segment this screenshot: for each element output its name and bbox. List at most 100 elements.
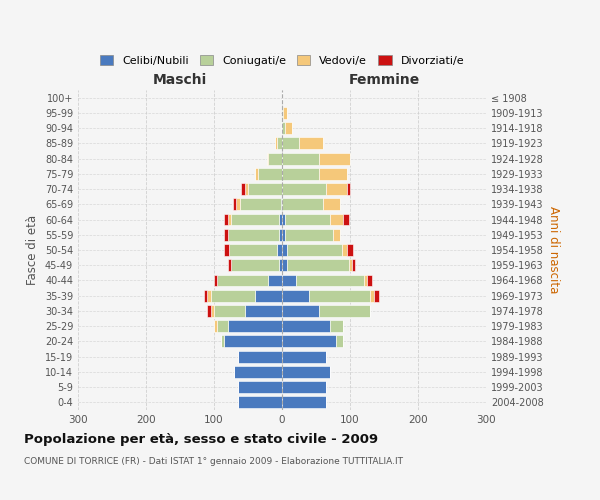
Bar [286, 122, 292, 134]
Bar [323, 198, 340, 210]
Bar [255, 168, 258, 180]
Bar [282, 183, 326, 195]
Bar [282, 336, 337, 347]
Bar [347, 183, 350, 195]
Text: COMUNE DI TORRICE (FR) - Dati ISTAT 1° gennaio 2009 - Elaborazione TUTTITALIA.IT: COMUNE DI TORRICE (FR) - Dati ISTAT 1° g… [24, 458, 403, 466]
Bar [282, 198, 323, 210]
Bar [238, 396, 282, 408]
Bar [238, 350, 282, 362]
Bar [287, 260, 349, 271]
Bar [299, 138, 323, 149]
Bar [347, 244, 353, 256]
Bar [224, 336, 282, 347]
Bar [342, 244, 347, 256]
Bar [268, 152, 282, 164]
Text: Maschi: Maschi [153, 73, 207, 87]
Bar [211, 290, 255, 302]
Bar [245, 305, 282, 317]
Bar [282, 381, 326, 393]
Bar [248, 183, 282, 195]
Bar [282, 138, 299, 149]
Bar [231, 214, 278, 226]
Bar [227, 229, 278, 240]
Bar [217, 320, 227, 332]
Bar [282, 396, 326, 408]
Bar [275, 138, 277, 149]
Bar [277, 244, 282, 256]
Bar [282, 214, 286, 226]
Bar [207, 290, 211, 302]
Bar [282, 244, 287, 256]
Y-axis label: Fasce di età: Fasce di età [26, 215, 39, 285]
Bar [282, 260, 287, 271]
Bar [282, 229, 286, 240]
Bar [255, 290, 282, 302]
Bar [367, 274, 373, 286]
Bar [281, 198, 282, 210]
Text: Popolazione per età, sesso e stato civile - 2009: Popolazione per età, sesso e stato civil… [24, 432, 378, 446]
Legend: Celibi/Nubili, Coniugati/e, Vedovi/e, Divorziati/e: Celibi/Nubili, Coniugati/e, Vedovi/e, Di… [95, 51, 469, 70]
Bar [282, 305, 319, 317]
Bar [224, 229, 227, 240]
Bar [296, 274, 364, 286]
Bar [282, 290, 309, 302]
Bar [245, 183, 248, 195]
Bar [227, 214, 231, 226]
Bar [224, 244, 229, 256]
Bar [343, 214, 349, 226]
Bar [282, 122, 286, 134]
Bar [282, 152, 319, 164]
Bar [268, 274, 282, 286]
Bar [227, 260, 231, 271]
Bar [217, 274, 268, 286]
Bar [278, 260, 282, 271]
Bar [286, 214, 329, 226]
Bar [233, 198, 236, 210]
Bar [329, 320, 343, 332]
Bar [267, 152, 268, 164]
Bar [282, 366, 329, 378]
Bar [326, 183, 347, 195]
Bar [282, 274, 296, 286]
Bar [283, 107, 287, 119]
Bar [278, 214, 282, 226]
Bar [352, 260, 355, 271]
Bar [287, 244, 342, 256]
Bar [214, 320, 217, 332]
Bar [282, 168, 319, 180]
Bar [240, 198, 281, 210]
Bar [374, 290, 379, 302]
Bar [241, 183, 245, 195]
Bar [207, 305, 211, 317]
Bar [370, 290, 374, 302]
Bar [235, 366, 282, 378]
Bar [258, 168, 282, 180]
Bar [211, 305, 214, 317]
Bar [282, 320, 329, 332]
Bar [329, 214, 343, 226]
Bar [278, 229, 282, 240]
Bar [238, 381, 282, 393]
Bar [221, 336, 224, 347]
Bar [349, 260, 352, 271]
Bar [319, 152, 350, 164]
Bar [204, 290, 207, 302]
Bar [227, 320, 282, 332]
Bar [286, 229, 333, 240]
Bar [319, 168, 347, 180]
Text: Femmine: Femmine [349, 73, 419, 87]
Bar [236, 198, 240, 210]
Bar [282, 350, 326, 362]
Bar [231, 260, 278, 271]
Bar [214, 305, 245, 317]
Bar [277, 138, 282, 149]
Bar [333, 229, 340, 240]
Bar [319, 305, 370, 317]
Bar [364, 274, 367, 286]
Bar [224, 214, 227, 226]
Bar [282, 107, 283, 119]
Bar [337, 336, 343, 347]
Y-axis label: Anni di nascita: Anni di nascita [547, 206, 560, 294]
Bar [229, 244, 277, 256]
Bar [309, 290, 370, 302]
